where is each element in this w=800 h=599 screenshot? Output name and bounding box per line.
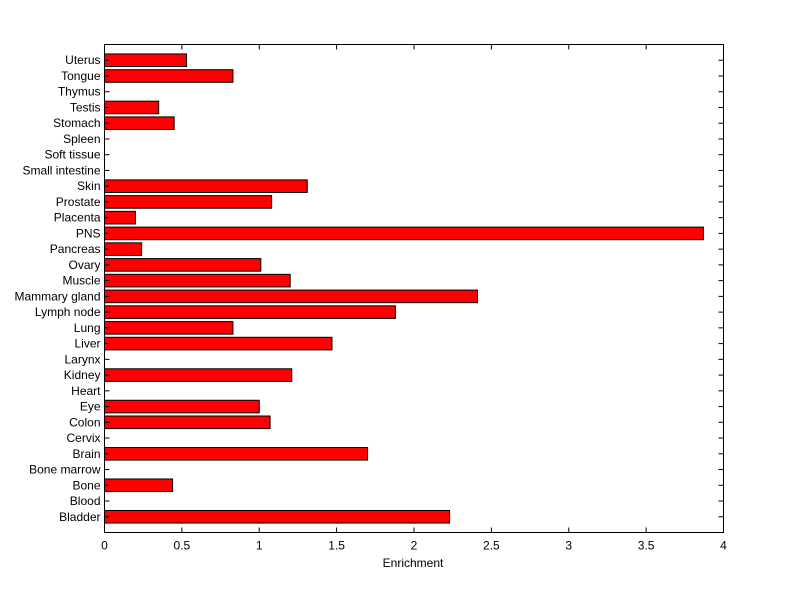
bar-skin [104, 179, 308, 193]
x-tick-label: 2.5 [483, 539, 500, 553]
bar-muscle [104, 273, 291, 288]
bar-mammary-gland [104, 289, 478, 304]
y-tick-label: Stomach [53, 116, 100, 130]
bar-liver [104, 336, 333, 351]
y-tick-label: Colon [69, 415, 100, 429]
x-tick-label: 0 [101, 539, 108, 553]
y-tick-label: Small intestine [22, 163, 100, 177]
bar-prostate [104, 195, 273, 209]
y-tick-label: Liver [74, 337, 100, 351]
y-tick-label: Bladder [59, 510, 100, 524]
bar-eye [104, 399, 260, 414]
y-tick-label: Cervix [66, 431, 100, 445]
ticks-group [104, 44, 724, 533]
x-tick-label: 1 [256, 539, 263, 553]
y-tick-label: Thymus [58, 85, 101, 99]
bar-uterus [104, 53, 188, 68]
y-tick-label: Blood [70, 494, 101, 508]
bar-lymph-node [104, 305, 396, 319]
y-tick-label: Eye [80, 400, 101, 414]
y-tick-label: Heart [71, 384, 101, 398]
y-tick-label: Larynx [64, 352, 100, 366]
bar-ovary [104, 258, 262, 272]
y-tick-label: PNS [76, 226, 101, 240]
x-tick-label: 1.5 [328, 539, 345, 553]
bar-pns [104, 226, 704, 241]
x-tick-label: 0.5 [174, 539, 191, 553]
bar-brain [104, 446, 369, 461]
bar-stomach [104, 116, 175, 131]
bars-group [104, 53, 704, 524]
bar-lung [104, 321, 234, 335]
x-tick-labels: 0 0.5 1 1.5 2 2.5 3 3.5 4 [101, 539, 727, 553]
y-tick-label: Lung [74, 321, 101, 335]
x-tick-label: 3 [565, 539, 572, 553]
bar-kidney [104, 368, 293, 382]
x-tick-label: 3.5 [638, 539, 655, 553]
y-tick-label: Spleen [63, 132, 100, 146]
plot-frame [104, 44, 724, 533]
y-tick-label: Lymph node [35, 305, 101, 319]
bar-pancreas [104, 242, 143, 256]
bar-colon [104, 415, 271, 430]
y-tick-label: Kidney [64, 368, 101, 382]
y-tick-label: Bone [72, 478, 100, 492]
bar-bladder [104, 509, 451, 524]
bar-bone [104, 478, 174, 493]
y-tick-label: Prostate [56, 195, 101, 209]
y-tick-label: Brain [72, 447, 100, 461]
y-tick-label: Soft tissue [44, 148, 100, 162]
y-tick-label: Skin [77, 179, 100, 193]
y-tick-label: Pancreas [50, 242, 101, 256]
x-axis-label: Enrichment [383, 556, 444, 570]
y-tick-label: Testis [70, 100, 101, 114]
x-tick-label: 2 [411, 539, 418, 553]
y-tick-label: Placenta [54, 211, 101, 225]
y-tick-label: Muscle [62, 274, 100, 288]
y-tick-label: Bone marrow [29, 463, 101, 477]
y-tick-label: Uterus [65, 53, 100, 67]
x-tick-label: 4 [720, 539, 727, 553]
y-tick-label: Tongue [61, 69, 101, 83]
y-tick-label: Mammary gland [14, 289, 100, 303]
y-tick-label: Ovary [68, 258, 100, 272]
bar-tongue [104, 69, 234, 83]
bar-testis [104, 100, 160, 115]
